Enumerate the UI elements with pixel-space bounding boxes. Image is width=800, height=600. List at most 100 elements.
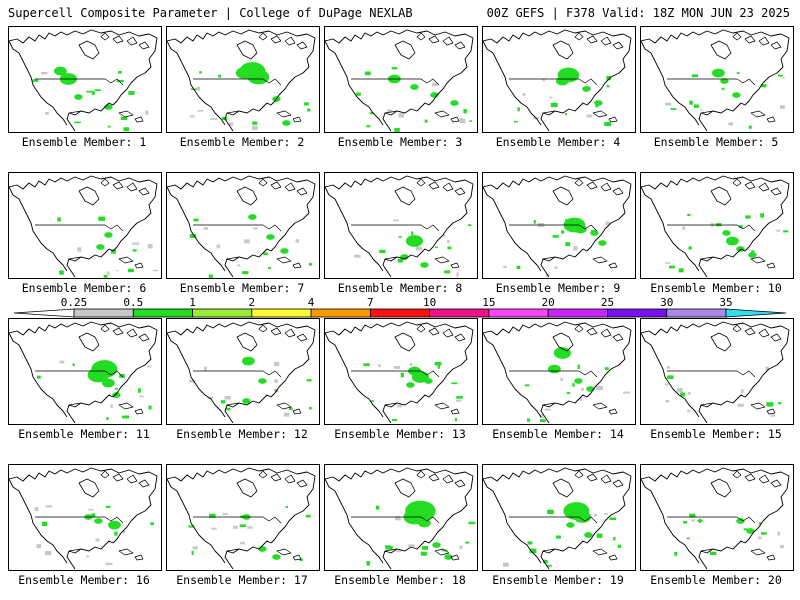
scp-low-value-speck (307, 108, 311, 112)
coastline-outline (112, 35, 124, 44)
scp-low-value-speck (45, 551, 52, 556)
scp-contour-fill (736, 518, 745, 524)
coastline-outline (750, 256, 766, 264)
ensemble-member-label: Ensemble Member: 13 (334, 427, 466, 441)
coastline-outline (296, 333, 308, 342)
coastline-outline (454, 41, 466, 50)
scp-low-value-speck (252, 125, 258, 131)
coastline-outline (758, 182, 770, 192)
ensemble-member-label: Ensemble Member: 9 (495, 281, 621, 295)
coastline-outline (276, 548, 292, 556)
ensemble-member-map (166, 26, 320, 133)
coastline-outline (434, 256, 450, 264)
scp-low-value-speck (604, 122, 611, 126)
scp-low-value-speck (447, 246, 452, 250)
coastline-outline (138, 333, 150, 342)
north-america-basemap (641, 175, 790, 278)
scp-low-value-speck (459, 545, 463, 550)
coastline-outline (608, 554, 618, 561)
scp-low-value-speck (740, 389, 744, 393)
scp-contour-fill (94, 518, 103, 524)
scp-low-value-speck (239, 524, 247, 528)
ensemble-member-label: Ensemble Member: 20 (650, 573, 782, 587)
scp-low-value-speck (665, 102, 672, 106)
scp-low-value-speck (566, 392, 571, 395)
scp-low-value-speck (459, 117, 463, 121)
scp-low-value-speck (682, 226, 686, 230)
coastline-outline (296, 41, 308, 50)
scp-low-value-speck (465, 541, 469, 544)
scp-low-value-speck (274, 379, 278, 383)
scp-low-value-speck (376, 505, 380, 510)
scp-low-value-speck (456, 399, 462, 402)
scp-low-value-speck (105, 562, 113, 566)
scp-low-value-speck (91, 513, 96, 518)
scp-low-value-speck (128, 268, 134, 273)
scp-low-value-speck (285, 506, 288, 508)
coastline-outline (138, 41, 150, 50)
ensemble-member-map (8, 172, 162, 279)
scp-contour-fill (104, 232, 113, 238)
scp-low-value-speck (596, 533, 603, 538)
scp-low-value-speck (147, 365, 152, 368)
scp-low-value-speck (586, 114, 592, 118)
coastline-outline (770, 333, 782, 342)
coastline-outline (586, 327, 598, 336)
scp-low-value-speck (782, 77, 785, 79)
legend-swatch (547, 308, 608, 318)
scp-low-value-speck (687, 213, 691, 216)
scp-low-value-speck (189, 115, 195, 118)
scp-contour-fill (556, 76, 569, 86)
legend-swatch (251, 308, 312, 318)
coastline-outline (434, 110, 450, 118)
scp-low-value-speck (758, 536, 762, 540)
coastline-outline (258, 470, 268, 479)
coastline-outline (744, 181, 756, 190)
scp-low-value-speck (188, 525, 195, 528)
scp-low-value-speck (738, 225, 744, 228)
coastline-outline (138, 479, 150, 488)
ensemble-member-label: Ensemble Member: 1 (21, 135, 147, 149)
coastline-outline (292, 262, 302, 269)
scp-contour-fill (420, 262, 429, 268)
coastline-outline (552, 332, 574, 352)
legend-tick-label: 15 (482, 296, 495, 309)
scp-low-value-speck (522, 93, 526, 96)
scp-low-value-speck (225, 407, 231, 411)
ensemble-member-map (640, 26, 794, 133)
scp-low-value-speck (686, 537, 690, 540)
ensemble-member-label: Ensemble Member: 6 (21, 281, 147, 295)
scp-low-value-speck (128, 91, 135, 95)
scp-low-value-speck (216, 244, 221, 249)
ensemble-member-map (8, 318, 162, 425)
coastline-outline (732, 470, 742, 479)
scp-contour-fill (553, 347, 571, 359)
scp-low-value-speck (45, 112, 49, 115)
coastline-outline (276, 256, 292, 264)
coastline-outline (552, 186, 574, 206)
scp-low-value-speck (689, 513, 696, 518)
coastline-outline (766, 408, 776, 415)
coastline-outline (509, 516, 598, 552)
scp-low-value-speck (759, 522, 762, 526)
scp-low-value-speck (295, 239, 300, 243)
ensemble-member-map (482, 464, 636, 571)
scp-low-value-speck (253, 227, 258, 230)
coastline-outline (667, 516, 756, 552)
scp-low-value-speck (665, 383, 669, 386)
north-america-basemap (9, 467, 158, 570)
coastline-outline (167, 29, 316, 132)
scp-low-value-speck (132, 242, 140, 245)
scp-low-value-speck (222, 513, 229, 515)
scp-low-value-speck (122, 529, 126, 534)
legend-tick-label: 2 (249, 296, 256, 309)
scp-low-value-speck (573, 246, 578, 251)
coastline-outline (236, 478, 258, 498)
coastline-outline (586, 181, 598, 190)
scp-low-value-speck (116, 79, 124, 83)
scp-low-value-speck (694, 104, 699, 108)
coastline-outline (296, 187, 308, 196)
scp-low-value-speck (503, 562, 509, 567)
coastline-outline (270, 473, 282, 482)
scp-low-value-speck (777, 74, 783, 77)
